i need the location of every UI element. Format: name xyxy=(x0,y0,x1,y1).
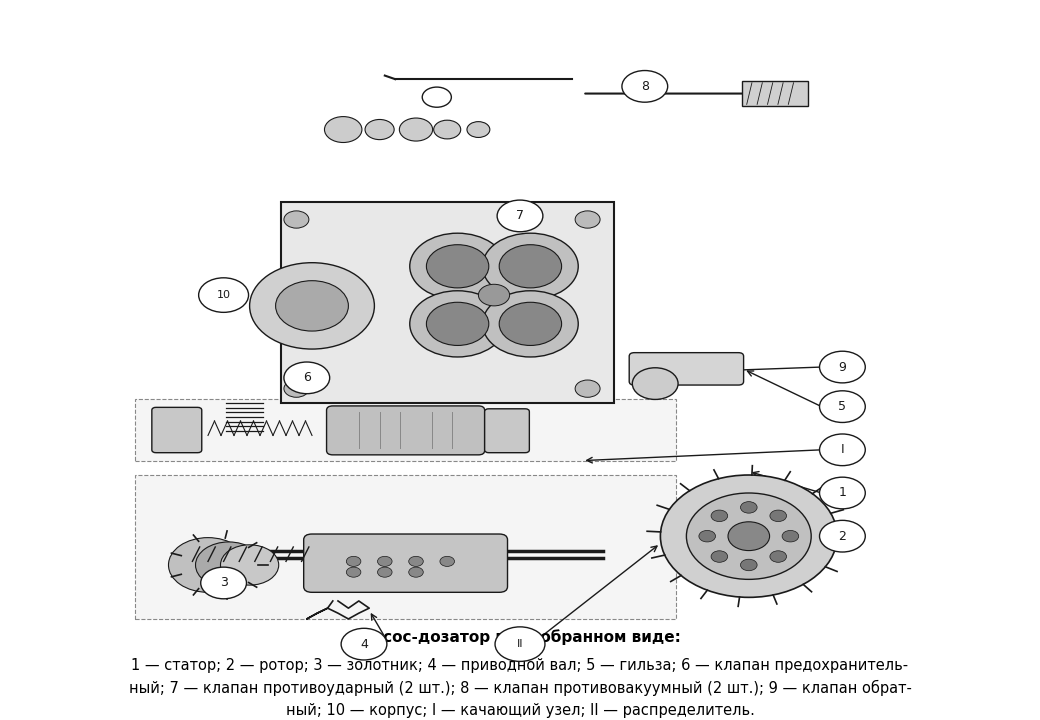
Text: Насос-дозатор в разобранном виде:: Насос-дозатор в разобранном виде: xyxy=(360,629,680,645)
FancyBboxPatch shape xyxy=(485,409,529,453)
Circle shape xyxy=(575,211,600,228)
Circle shape xyxy=(346,567,361,577)
Circle shape xyxy=(199,278,249,312)
Text: 2: 2 xyxy=(838,530,847,543)
Circle shape xyxy=(250,263,374,349)
Circle shape xyxy=(686,493,811,580)
Circle shape xyxy=(201,567,246,599)
Circle shape xyxy=(467,122,490,138)
Circle shape xyxy=(410,233,505,300)
Circle shape xyxy=(622,71,668,102)
FancyBboxPatch shape xyxy=(281,202,614,403)
Circle shape xyxy=(426,245,489,288)
Circle shape xyxy=(820,434,865,466)
Circle shape xyxy=(378,567,392,577)
FancyBboxPatch shape xyxy=(629,353,744,385)
Circle shape xyxy=(196,542,262,588)
Circle shape xyxy=(632,368,678,400)
Circle shape xyxy=(483,233,578,300)
Circle shape xyxy=(365,120,394,140)
Circle shape xyxy=(820,351,865,383)
Circle shape xyxy=(699,531,716,542)
Circle shape xyxy=(499,245,562,288)
Circle shape xyxy=(483,291,578,357)
Circle shape xyxy=(770,510,786,521)
Circle shape xyxy=(284,380,309,397)
Circle shape xyxy=(495,627,545,662)
Circle shape xyxy=(478,284,510,306)
Text: 6: 6 xyxy=(303,372,311,384)
Circle shape xyxy=(284,362,330,394)
Circle shape xyxy=(820,477,865,509)
Circle shape xyxy=(820,391,865,423)
Circle shape xyxy=(782,531,799,542)
Circle shape xyxy=(346,557,361,567)
FancyBboxPatch shape xyxy=(327,406,485,455)
Circle shape xyxy=(440,557,454,567)
FancyBboxPatch shape xyxy=(304,534,508,593)
Text: 5: 5 xyxy=(838,400,847,413)
Circle shape xyxy=(770,551,786,562)
Circle shape xyxy=(660,475,837,598)
Circle shape xyxy=(499,302,562,346)
FancyBboxPatch shape xyxy=(742,81,808,106)
Text: 10: 10 xyxy=(216,290,231,300)
Circle shape xyxy=(399,118,433,141)
Circle shape xyxy=(220,545,279,585)
Circle shape xyxy=(740,559,757,571)
Circle shape xyxy=(410,291,505,357)
FancyBboxPatch shape xyxy=(152,408,202,453)
Text: 8: 8 xyxy=(641,80,649,93)
Text: 1 — статор; 2 — ротор; 3 — золотник; 4 — приводной вал; 5 — гильза; 6 — клапан п: 1 — статор; 2 — ротор; 3 — золотник; 4 —… xyxy=(131,658,909,673)
FancyBboxPatch shape xyxy=(135,475,676,619)
Circle shape xyxy=(341,629,387,660)
Circle shape xyxy=(276,281,348,331)
Circle shape xyxy=(434,120,461,139)
Circle shape xyxy=(409,567,423,577)
Text: 4: 4 xyxy=(360,638,368,651)
Text: 3: 3 xyxy=(219,577,228,590)
Circle shape xyxy=(711,551,728,562)
Text: I: I xyxy=(840,444,844,456)
Text: 7: 7 xyxy=(516,210,524,222)
Text: ный; 10 — корпус; I — качающий узел; II — распределитель.: ный; 10 — корпус; I — качающий узел; II … xyxy=(286,703,754,718)
Circle shape xyxy=(284,211,309,228)
Circle shape xyxy=(728,522,770,551)
Circle shape xyxy=(324,117,362,143)
Circle shape xyxy=(820,521,865,552)
Text: 9: 9 xyxy=(838,361,847,374)
Circle shape xyxy=(426,302,489,346)
Text: 1: 1 xyxy=(838,487,847,500)
FancyBboxPatch shape xyxy=(135,400,676,461)
Text: ный; 7 — клапан противоударный (2 шт.); 8 — клапан противовакуумный (2 шт.); 9 —: ный; 7 — клапан противоударный (2 шт.); … xyxy=(129,680,911,696)
Circle shape xyxy=(378,557,392,567)
Circle shape xyxy=(575,380,600,397)
Circle shape xyxy=(409,557,423,567)
Circle shape xyxy=(740,502,757,513)
Circle shape xyxy=(497,200,543,232)
Circle shape xyxy=(168,538,248,593)
Text: II: II xyxy=(517,639,523,649)
Circle shape xyxy=(711,510,728,521)
